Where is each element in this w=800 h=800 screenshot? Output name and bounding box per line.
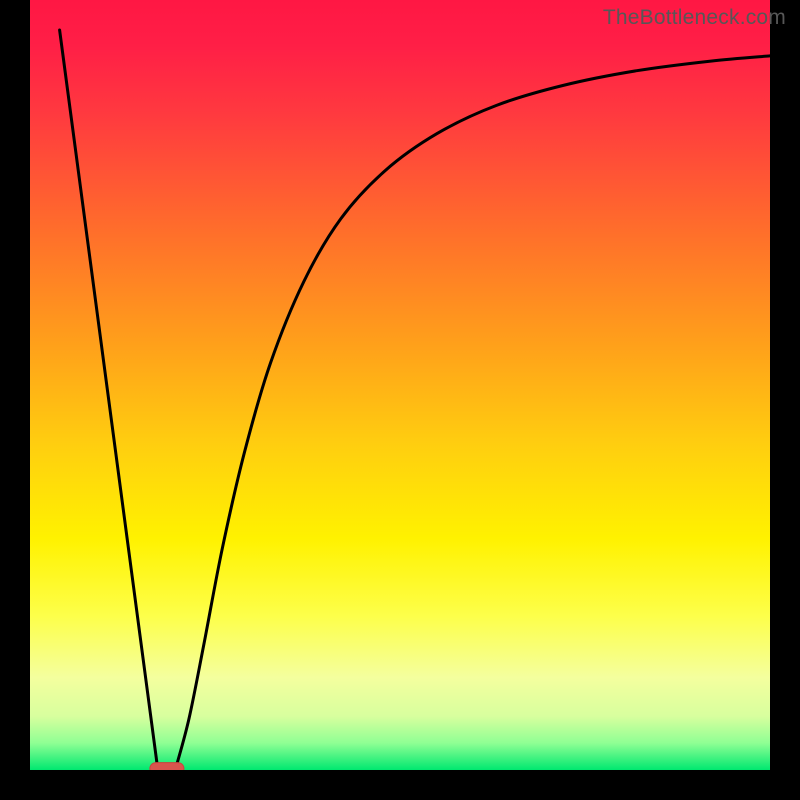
attribution-text: TheBottleneck.com — [603, 6, 786, 30]
gradient-background — [30, 0, 770, 770]
bottleneck-chart: TheBottleneck.com — [0, 0, 800, 800]
axis-left — [0, 0, 30, 800]
axis-right — [770, 0, 800, 800]
axis-bottom — [0, 770, 800, 800]
chart-svg — [0, 0, 800, 800]
